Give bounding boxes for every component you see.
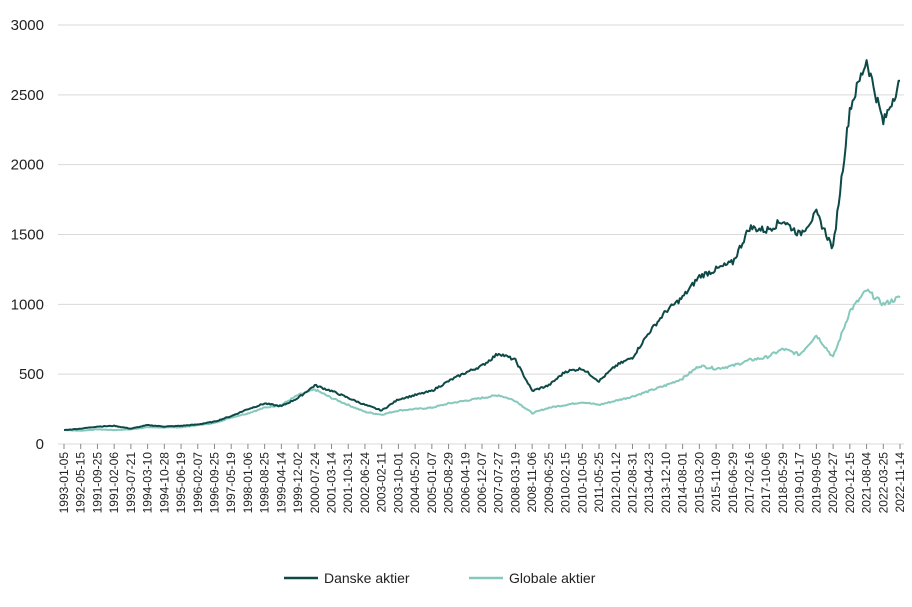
x-tick-label: 2011-05-25 [592,452,606,513]
legend-label: Danske aktier [324,570,410,586]
x-tick-label: 1994-03-10 [141,452,155,514]
x-tick-label: 1991-09-25 [90,452,104,514]
x-tick-label: 2008-11-06 [525,452,539,513]
y-tick-label: 1000 [11,296,44,313]
x-tick-label: 1994-10-28 [157,452,171,514]
x-tick-label: 2012-01-12 [609,452,623,514]
x-tick-label: 1993-07-21 [124,452,138,514]
y-tick-label: 500 [19,366,44,383]
x-tick-label: 2002-06-24 [358,452,372,514]
series-lines [63,59,901,432]
x-axis-ticks: 1993-01-05 1992-05-15 1991-09-25 1991-02-06… [57,444,907,513]
x-tick-label: 2012-08-31 [625,452,639,514]
x-tick-label: 1999-12-02 [291,452,305,514]
x-tick-label: 2006-12-07 [475,452,489,514]
x-tick-label: 2013-12-10 [659,452,673,514]
x-tick-label: 2015-03-20 [692,452,706,514]
legend: Danske aktier Globale aktier [284,570,596,586]
legend-item: Globale aktier [469,570,596,586]
x-tick-label: 2003-02-11 [375,452,389,513]
x-tick-label: 2022-03-25 [876,452,890,514]
x-tick-label: 2010-02-15 [559,452,573,514]
x-tick-label: 2005-08-29 [442,452,456,514]
x-tick-label: 2008-03-19 [508,452,522,514]
x-tick-label: 1996-09-25 [207,452,221,514]
series-line-danske-aktier [63,59,901,431]
x-tick-label: 2020-12-15 [843,452,857,514]
x-tick-label: 2005-01-07 [425,452,439,514]
x-tick-label: 2004-05-20 [408,452,422,514]
x-tick-label: 2017-02-16 [743,452,757,514]
gridlines [58,24,904,445]
x-tick-label: 2019-01-17 [793,452,807,514]
x-tick-label: 2022-11-14 [893,452,907,513]
x-tick-label: 1991-02-06 [107,452,121,514]
y-axis-ticks: 0 500 1000 1500 2000 2500 3000 [11,17,44,453]
x-tick-label: 2014-08-01 [676,452,690,514]
x-tick-label: 1993-01-05 [57,452,71,514]
x-tick-label: 1998-01-06 [241,452,255,514]
x-tick-label: 2016-06-29 [726,452,740,514]
x-tick-label: 2000-07-24 [308,452,322,514]
y-tick-label: 1500 [11,227,44,244]
x-tick-label: 1992-05-15 [74,452,88,514]
x-tick-label: 1997-05-19 [224,452,238,514]
x-tick-label: 2001-03-14 [325,452,339,514]
x-tick-label: 1995-06-19 [174,452,188,514]
series-line-globale-aktier [63,288,901,432]
x-tick-label: 2015-11-09 [709,452,723,513]
y-tick-label: 0 [36,436,44,453]
x-tick-label: 2021-08-04 [860,452,874,514]
x-tick-label: 2010-10-05 [575,452,589,514]
x-tick-label: 2009-06-25 [542,452,556,514]
x-tick-label: 2006-04-19 [458,452,472,514]
y-tick-label: 3000 [11,17,44,34]
x-tick-label: 2013-04-23 [642,452,656,514]
y-tick-label: 2000 [11,157,44,174]
x-tick-label: 2007-07-27 [492,452,506,514]
x-tick-label: 1999-04-14 [274,452,288,514]
x-tick-label: 1996-02-07 [191,452,205,514]
x-tick-label: 2001-10-31 [341,452,355,514]
x-tick-label: 2003-10-01 [391,452,405,514]
x-tick-label: 1998-08-25 [258,452,272,514]
x-tick-label: 2020-04-27 [826,452,840,514]
legend-item: Danske aktier [284,570,410,586]
legend-label: Globale aktier [509,570,596,586]
x-tick-label: 2017-10-06 [759,452,773,514]
x-tick-label: 2019-09-05 [809,452,823,514]
y-tick-label: 2500 [11,87,44,104]
x-tick-label: 2018-05-29 [776,452,790,514]
